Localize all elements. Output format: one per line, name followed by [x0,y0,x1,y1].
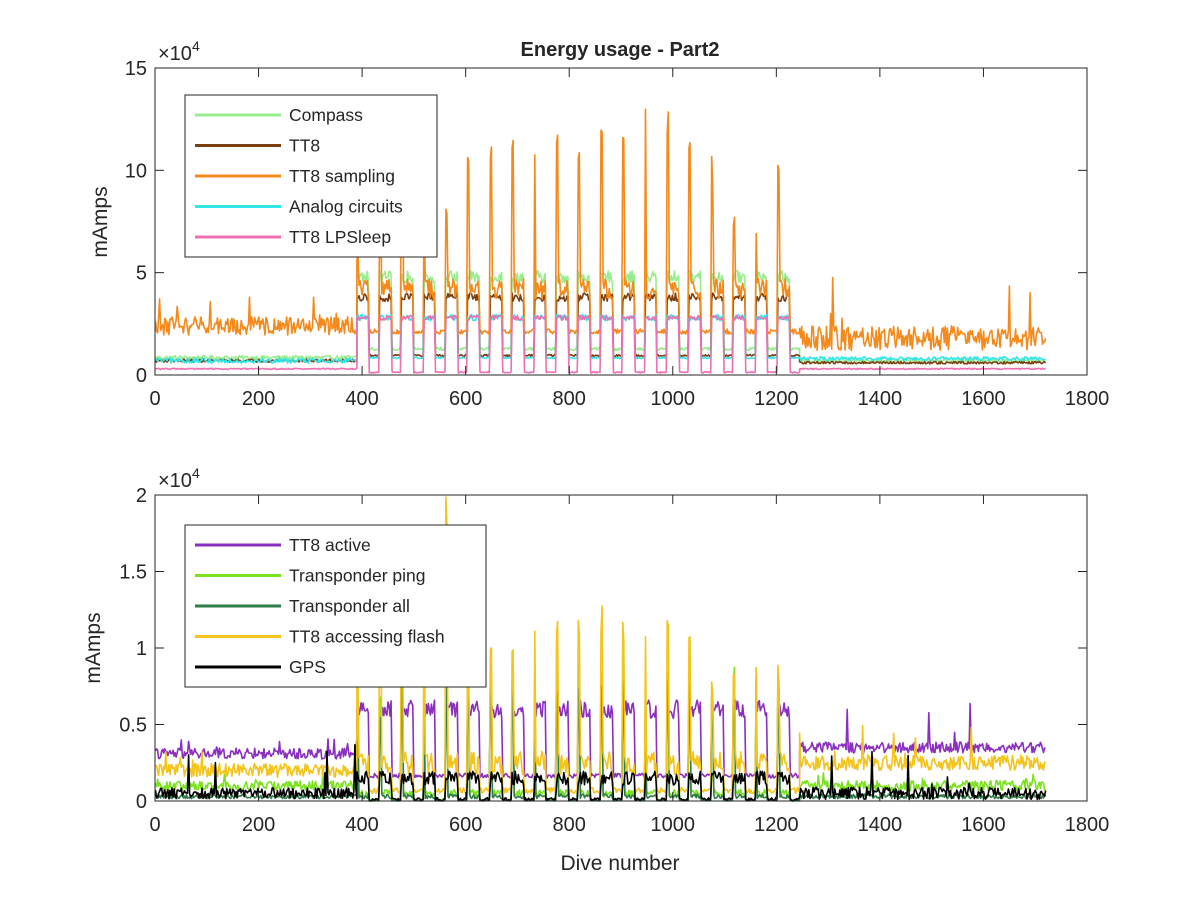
x-ticks-top: 0 200 400 600 800 1000 1200 1400 1600 1800 [149,68,1109,410]
x-tick-label: 1800 [1065,388,1110,410]
x-tick-label: 200 [242,388,275,410]
series-group-bottom [154,496,1047,802]
x-tick-label: 400 [345,388,378,410]
y-tick-label: 1 [136,638,147,660]
x-tick-label: 200 [242,814,275,836]
x-tick-label: 0 [149,814,160,836]
y-tick-label: 5 [136,263,147,285]
legend-label: TT8 active [289,535,371,555]
x-ticks-bottom: 0 200 400 600 800 1000 1200 1400 1600 1800 [149,495,1109,836]
x-tick-label: 1400 [858,814,903,836]
x-tick-label: 1800 [1065,814,1110,836]
y-tick-label: 0.5 [119,715,147,737]
x-tick-label: 1200 [754,814,799,836]
legend-label: TT8 [289,136,320,156]
y-exponent-base-bottom: ×10 [158,470,192,492]
y-tick-label: 0 [136,365,147,387]
y-tick-label: 1.5 [119,562,147,584]
series-line-gps [154,743,1047,802]
x-tick-label: 600 [449,814,482,836]
plot-frame-top [154,67,1088,376]
x-tick-label: 1000 [651,388,696,410]
x-axis-label-bottom: Dive number [560,852,679,875]
subplot-bottom: ×104 mAmps Dive number 0 200 400 600 800 1000… [82,465,1109,875]
y-tick-label: 2 [136,485,147,507]
y-ticks-bottom: 0 0.5 1 1.5 2 [119,485,1087,813]
x-tick-label: 1200 [754,388,799,410]
subplot-top: Energy usage - Part2 ×104 mAmps 0 200 400 6… [89,38,1109,410]
legend-label: Analog circuits [289,197,403,217]
x-tick-label: 1000 [651,814,696,836]
x-tick-label: 1600 [961,814,1006,836]
x-tick-label: 1400 [858,388,903,410]
y-exponent-base-top: ×10 [158,43,192,65]
series-group-top [154,97,1047,374]
legend-label: Compass [289,105,363,125]
series-line-tt8-accessing-flash [155,496,1047,795]
legend-bottom: TT8 active Transponder ping Transponder al… [184,524,487,688]
y-exponent-power-top: 4 [192,38,200,54]
x-tick-label: 400 [345,814,378,836]
y-exponent-top: ×104 [158,38,200,65]
y-tick-label: 10 [125,160,147,182]
x-tick-label: 1600 [961,388,1006,410]
legend-label: Transponder all [289,596,410,616]
legend-top: Compass TT8 TT8 sampling Analog circuits TT8… [184,94,438,258]
series-line-tt8-sampling [154,97,1047,352]
y-tick-label: 15 [125,58,147,80]
x-tick-label: 800 [553,388,586,410]
legend-label: TT8 accessing flash [289,627,445,647]
legend-label: Transponder ping [289,566,426,586]
x-tick-label: 0 [149,388,160,410]
y-ticks-top: 0 5 10 15 [125,58,1087,387]
y-axis-label-top: mAmps [89,186,112,257]
chart-title-top: Energy usage - Part2 [521,39,720,61]
x-tick-label: 800 [553,814,586,836]
y-axis-label-bottom: mAmps [82,612,105,683]
legend-label: TT8 sampling [289,166,395,186]
legend-label: TT8 LPSleep [289,227,391,247]
legend-label: GPS [289,657,326,677]
x-tick-label: 600 [449,388,482,410]
y-tick-label: 0 [136,791,147,813]
y-exponent-power-bottom: 4 [192,465,200,481]
series-line-tt8-lpsleep [155,314,1046,374]
y-exponent-bottom: ×104 [158,465,200,492]
